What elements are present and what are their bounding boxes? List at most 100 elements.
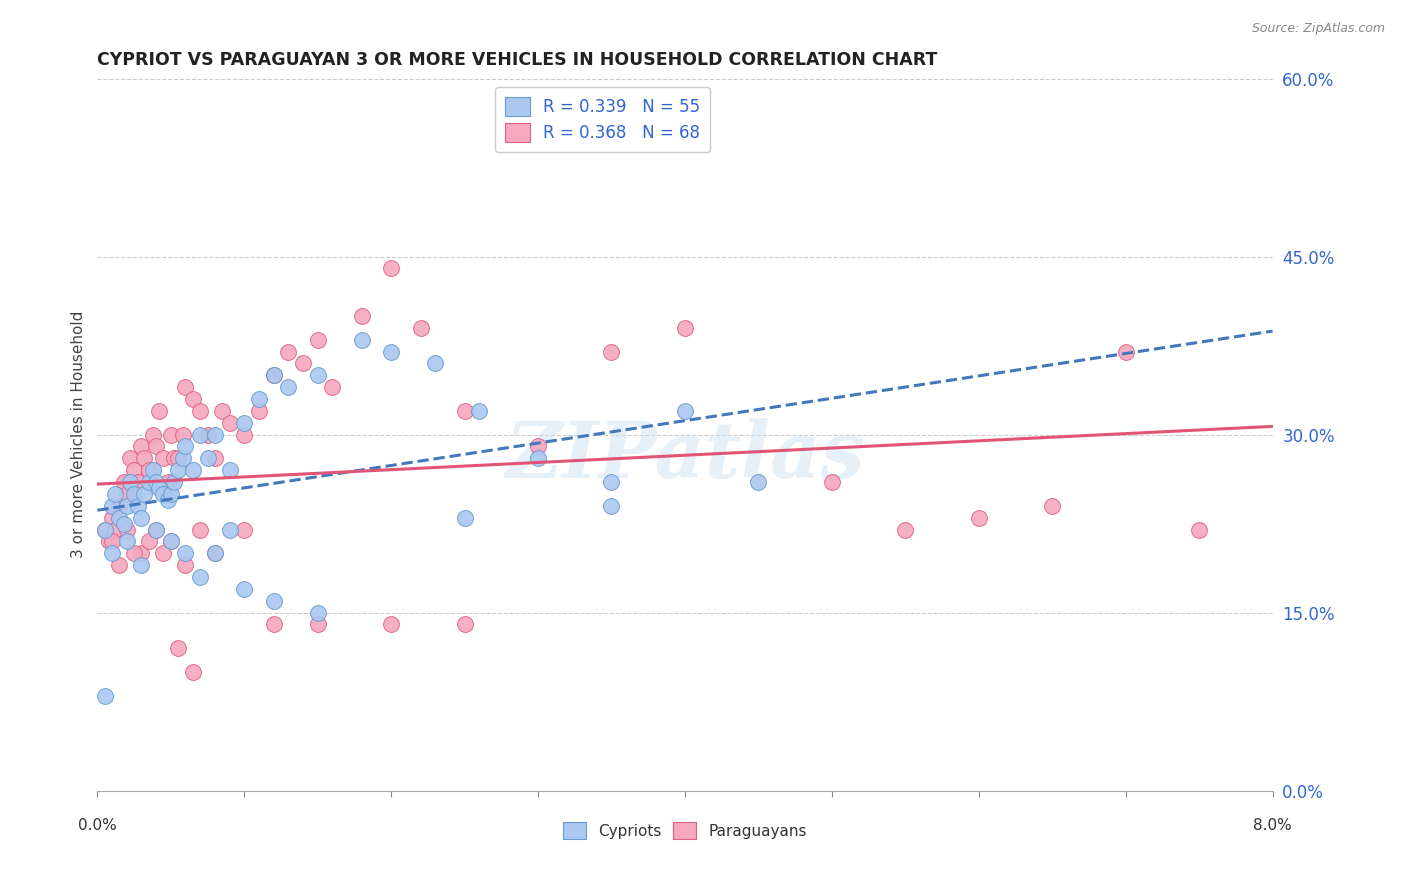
Point <box>163 451 186 466</box>
Text: 8.0%: 8.0% <box>1253 818 1292 833</box>
Point <box>174 380 197 394</box>
Point <box>152 451 174 466</box>
Point <box>167 451 190 466</box>
Point <box>93 523 115 537</box>
Point <box>131 546 153 560</box>
Point <box>148 481 170 495</box>
Point <box>145 475 167 489</box>
Point <box>747 475 769 489</box>
Point <box>894 523 917 537</box>
Point <box>233 523 256 537</box>
Point <box>101 546 124 560</box>
Point <box>321 380 343 394</box>
Point <box>138 463 160 477</box>
Point <box>101 499 124 513</box>
Point <box>134 451 156 466</box>
Point <box>167 641 190 656</box>
Point <box>98 534 121 549</box>
Point <box>152 546 174 560</box>
Point <box>527 439 550 453</box>
Point <box>600 475 623 489</box>
Point <box>101 534 124 549</box>
Point <box>145 523 167 537</box>
Point <box>821 475 844 489</box>
Point <box>142 427 165 442</box>
Point <box>1115 344 1137 359</box>
Point <box>350 309 373 323</box>
Point <box>112 475 135 489</box>
Point <box>527 451 550 466</box>
Point <box>188 570 211 584</box>
Point <box>108 499 131 513</box>
Point <box>104 523 127 537</box>
Point <box>277 344 299 359</box>
Text: 0.0%: 0.0% <box>77 818 117 833</box>
Point <box>101 510 124 524</box>
Point <box>350 333 373 347</box>
Point <box>188 427 211 442</box>
Point <box>131 439 153 453</box>
Point <box>453 404 475 418</box>
Point <box>159 427 181 442</box>
Text: ZIPatlas: ZIPatlas <box>505 417 865 494</box>
Point <box>233 416 256 430</box>
Point <box>263 368 285 383</box>
Point <box>174 558 197 573</box>
Point <box>163 475 186 489</box>
Point <box>409 320 432 334</box>
Point <box>127 499 149 513</box>
Point <box>145 439 167 453</box>
Point <box>600 344 623 359</box>
Point <box>159 487 181 501</box>
Point <box>307 333 329 347</box>
Point <box>118 475 141 489</box>
Point <box>181 392 204 406</box>
Point <box>156 492 179 507</box>
Point <box>1040 499 1063 513</box>
Point <box>115 499 138 513</box>
Point <box>131 510 153 524</box>
Point <box>233 427 256 442</box>
Point <box>600 499 623 513</box>
Point <box>172 427 194 442</box>
Point <box>167 463 190 477</box>
Point <box>197 427 219 442</box>
Point <box>115 523 138 537</box>
Point <box>263 368 285 383</box>
Point <box>112 516 135 531</box>
Point <box>138 475 160 489</box>
Text: Source: ZipAtlas.com: Source: ZipAtlas.com <box>1251 22 1385 36</box>
Point <box>292 356 315 370</box>
Point <box>172 451 194 466</box>
Point <box>204 546 226 560</box>
Point <box>277 380 299 394</box>
Point <box>453 617 475 632</box>
Point <box>115 487 138 501</box>
Point <box>218 523 240 537</box>
Point <box>134 487 156 501</box>
Point <box>122 463 145 477</box>
Point <box>307 368 329 383</box>
Point <box>204 451 226 466</box>
Point <box>204 427 226 442</box>
Point <box>263 617 285 632</box>
Point <box>380 344 402 359</box>
Point <box>967 510 990 524</box>
Point <box>152 487 174 501</box>
Point <box>108 510 131 524</box>
Point <box>174 546 197 560</box>
Text: CYPRIOT VS PARAGUAYAN 3 OR MORE VEHICLES IN HOUSEHOLD CORRELATION CHART: CYPRIOT VS PARAGUAYAN 3 OR MORE VEHICLES… <box>97 51 938 69</box>
Point <box>122 487 145 501</box>
Point <box>127 475 149 489</box>
Point <box>108 558 131 573</box>
Point <box>204 546 226 560</box>
Point <box>118 451 141 466</box>
Point <box>247 392 270 406</box>
Y-axis label: 3 or more Vehicles in Household: 3 or more Vehicles in Household <box>72 311 86 558</box>
Point <box>263 593 285 607</box>
Point <box>673 404 696 418</box>
Legend: Cypriots, Paraguayans: Cypriots, Paraguayans <box>558 818 811 844</box>
Point <box>380 261 402 276</box>
Point <box>142 463 165 477</box>
Point <box>218 416 240 430</box>
